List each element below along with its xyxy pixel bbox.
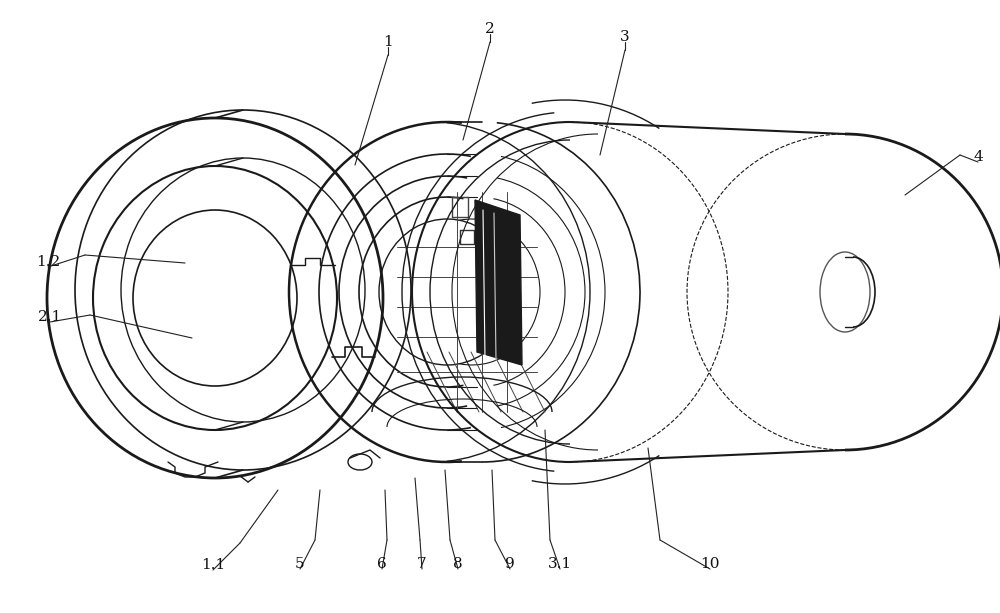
Text: 3: 3 <box>620 30 630 44</box>
Text: 2.1: 2.1 <box>38 310 62 324</box>
Text: 4: 4 <box>973 150 983 164</box>
Text: 3.1: 3.1 <box>548 557 572 571</box>
Text: 5: 5 <box>295 557 305 571</box>
Text: 7: 7 <box>417 557 427 571</box>
Text: 1.1: 1.1 <box>201 558 225 572</box>
Text: 2: 2 <box>485 22 495 36</box>
Text: 1: 1 <box>383 35 393 49</box>
Text: 8: 8 <box>453 557 463 571</box>
Text: 6: 6 <box>377 557 387 571</box>
Text: 1.2: 1.2 <box>36 255 60 269</box>
Text: 9: 9 <box>505 557 515 571</box>
Text: 10: 10 <box>700 557 720 571</box>
Polygon shape <box>475 200 522 365</box>
